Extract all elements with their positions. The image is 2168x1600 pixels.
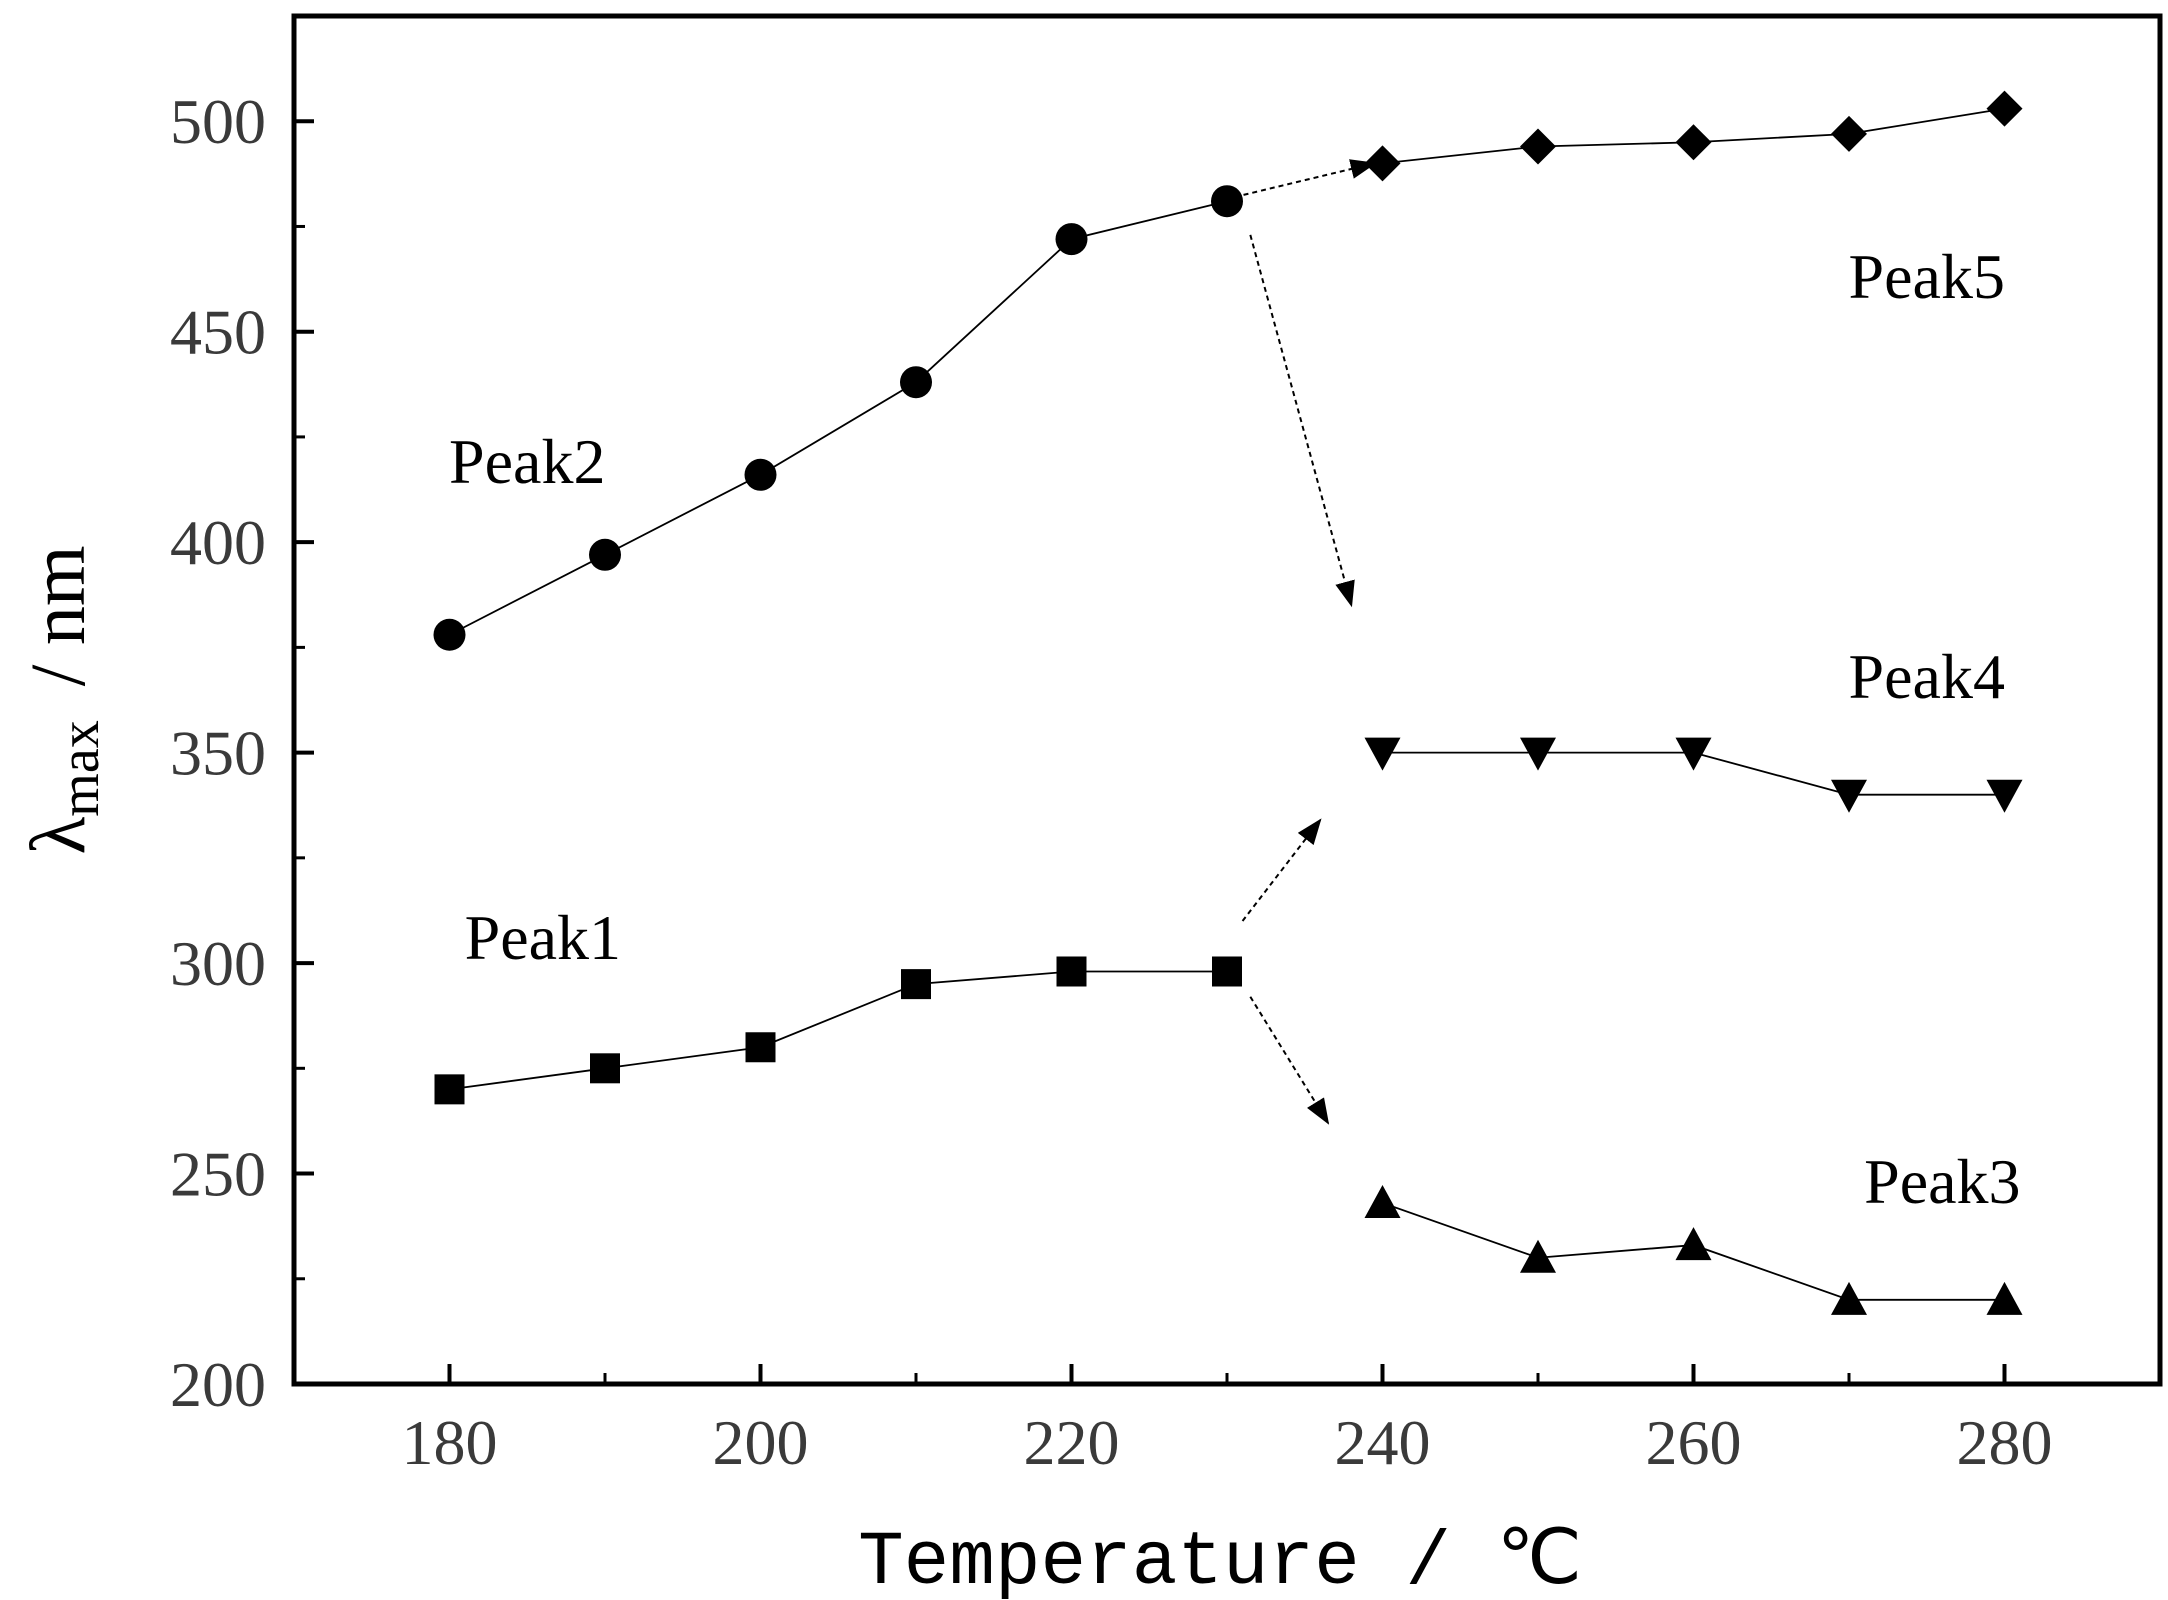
y-tick-label: 250 [170,1139,266,1210]
y-axis-title: λmax / nm [14,545,111,854]
arrow-to-peak4 [1241,818,1322,922]
series-label-peak3: Peak3 [1864,1146,2020,1217]
data-point-peak2 [433,618,466,651]
data-point-peak2 [900,366,932,399]
y-tick-label: 350 [170,718,266,789]
data-point-peak4 [1520,737,1556,771]
series-labels: Peak2 Peak1 Peak5 Peak4 Peak3 [449,241,2020,1217]
y-axis-title-unit: / nm [14,545,101,686]
y-axis-title-subscript: max [49,720,111,816]
data-point-peak4 [1986,779,2023,813]
series-line-peak2 [449,200,1228,636]
data-point-peak4 [1675,737,1712,771]
data-point-peak5 [1364,145,1401,182]
data-point-peak5 [1675,124,1712,161]
data-point-peak1 [901,969,931,1000]
data-point-peak3 [1986,1281,2023,1315]
x-axis-title: Temperature / ℃ [858,1520,1582,1600]
y-tick-label: 500 [170,86,266,157]
y-tick-label: 450 [170,297,266,368]
series-label-peak4: Peak4 [1849,641,2005,712]
data-point-peak1 [1212,956,1242,987]
data-point-peak3 [1675,1227,1712,1261]
data-point-peak2 [744,458,777,491]
series-label-peak1: Peak1 [465,902,621,973]
data-point-peak2 [589,538,621,571]
axes [291,13,2163,1387]
data-point-peak1 [745,1032,776,1063]
data-point-peak5 [1986,90,2023,127]
tick-labels: 180 200 220 240 260 280 200 250 300 350 400 450 500 [170,86,2053,1478]
y-tick-label: 200 [170,1349,266,1420]
x-tick-label: 220 [1024,1407,1120,1478]
y-tick-label: 300 [170,928,266,999]
data-point-peak4 [1364,737,1401,771]
series-label-peak2: Peak2 [449,426,605,497]
x-tick-label: 240 [1335,1407,1431,1478]
data-point-peak2 [1055,223,1088,256]
data-point-peak1 [1056,956,1087,987]
y-tick-label: 400 [170,507,266,578]
series-label-peak5: Peak5 [1849,241,2005,312]
series-line-peak1 [449,970,1227,1091]
x-tick-label: 200 [713,1407,809,1478]
x-tick-label: 260 [1646,1407,1742,1478]
data-point-peak1 [590,1053,620,1084]
x-tick-label: 180 [402,1407,498,1478]
series-markers [433,90,2023,1315]
data-point-peak3 [1364,1185,1401,1219]
arrow-to-peak5 [1234,159,1377,198]
data-point-peak5 [1520,128,1556,165]
data-point-peak1 [434,1074,465,1105]
data-point-peak3 [1831,1281,1867,1315]
arrow-to-peak4 [1249,234,1355,608]
data-point-peak2 [1211,185,1243,218]
data-point-peak4 [1831,779,1867,813]
y-axis-title-symbol: λ [14,817,101,855]
data-point-peak5 [1831,115,1867,152]
arrow-to-peak3 [1249,996,1330,1125]
data-point-peak3 [1520,1239,1556,1273]
x-tick-label: 280 [1957,1407,2053,1478]
annotation-arrows [1234,159,1377,1125]
